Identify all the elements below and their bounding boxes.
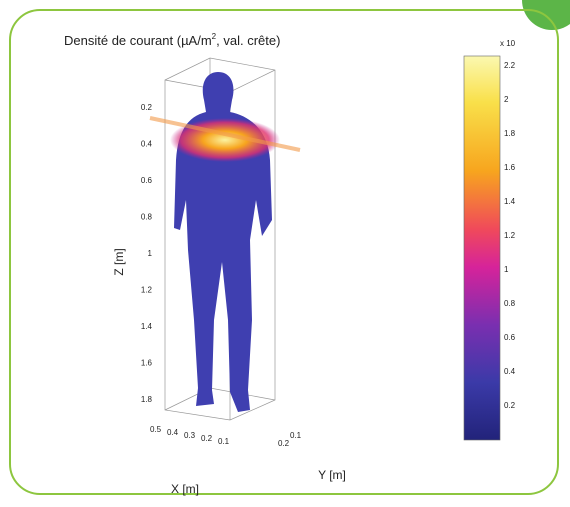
z-tick-label: 1.6: [141, 359, 153, 368]
x-tick-label: 0.3: [184, 431, 196, 440]
colorbar-tick-label: 1.2: [504, 231, 516, 240]
colorbar-tick-label: 1.4: [504, 197, 516, 206]
z-tick-label: 0.8: [141, 213, 153, 222]
z-axis-label: Z [m]: [112, 248, 126, 275]
colorbar-tick-label: 0.6: [504, 333, 516, 342]
x-axis-label: X [m]: [171, 482, 199, 496]
x-tick-label: 0.5: [150, 425, 162, 434]
z-tick-label: 1.2: [141, 286, 153, 295]
y-tick-label: 0.1: [290, 431, 302, 440]
z-tick-label: 1: [148, 249, 153, 258]
z-tick-label: 1.4: [141, 322, 153, 331]
z-tick-label: 1.8: [141, 395, 153, 404]
colorbar-tick-label: 1: [504, 265, 509, 274]
colorbar-tick-label: 0.4: [504, 367, 516, 376]
colorbar-tick-label: 0.8: [504, 299, 516, 308]
title: Densité de courant (µA/m2, val. crête): [64, 32, 280, 48]
colorbar-tick-label: 0.2: [504, 401, 516, 410]
x-tick-label: 0.1: [218, 437, 230, 446]
y-axis-label: Y [m]: [318, 468, 346, 482]
x-tick-label: 0.4: [167, 428, 179, 437]
y-tick-label: 0.2: [278, 439, 290, 448]
colorbar-tick-label: 2: [504, 95, 509, 104]
z-tick-label: 0.2: [141, 103, 153, 112]
x-tick-label: 0.2: [201, 434, 213, 443]
figure: Densité de courant (µA/m2, val. crête) Z…: [0, 0, 570, 502]
z-tick-label: 0.6: [141, 176, 153, 185]
colorbar: [464, 56, 500, 440]
colorbar-tick-label: 1.8: [504, 129, 516, 138]
colorbar-tick-label: 1.6: [504, 163, 516, 172]
body: [150, 72, 300, 412]
colorbar-tick-label: 2.2: [504, 61, 516, 70]
colorbar-multiplier: x 10: [500, 39, 516, 48]
z-tick-label: 0.4: [141, 140, 153, 149]
